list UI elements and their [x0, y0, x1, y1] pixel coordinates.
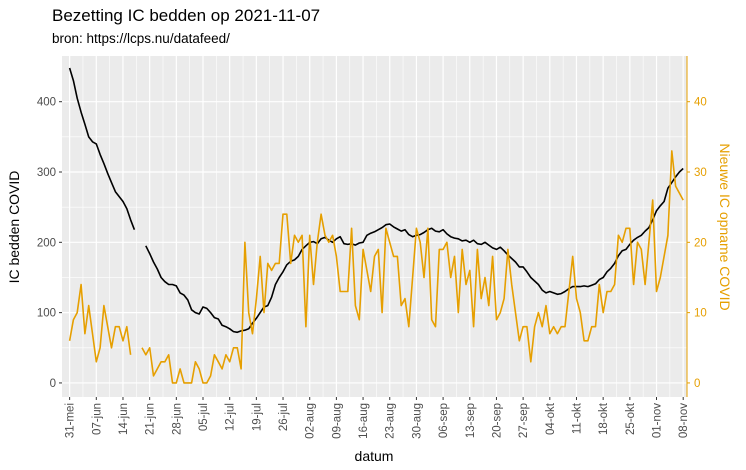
y-right-tick-label: 20: [694, 237, 707, 249]
gridlines: [62, 56, 687, 397]
x-tick-label: 28-jun: [171, 403, 183, 435]
x-tick-label: 09-aug: [331, 403, 343, 439]
y-tick-label: 200: [37, 237, 56, 249]
y-axis-label-left: IC bedden COVID: [6, 171, 22, 284]
x-tick-label: 21-jun: [145, 403, 157, 435]
x-tick-label: 04-okt: [545, 402, 557, 435]
x-axis-label: datum: [355, 448, 394, 464]
x-tick-label: 08-nov: [678, 403, 690, 438]
admissions-line: [141, 150, 684, 384]
y-right-tick-label: 40: [694, 97, 707, 109]
plot-panel: [62, 56, 687, 397]
x-tick-label: 13-sep: [465, 403, 477, 438]
x-tick-label: 18-okt: [598, 402, 610, 435]
x-tick-label: 14-jun: [118, 403, 130, 435]
occupancy-line: [68, 67, 136, 230]
x-tick-label: 19-jul: [251, 403, 263, 431]
occupancy-line: [145, 167, 684, 334]
y-tick-label: 300: [37, 167, 56, 179]
x-tick-label: 01-nov: [652, 403, 664, 438]
y-tick-label: 0: [50, 378, 56, 390]
x-tick-label: 31-mei: [65, 403, 77, 438]
data-series: [68, 67, 684, 384]
x-tick-label: 02-aug: [305, 403, 317, 439]
chart-subtitle: bron: https://lcps.nu/datafeed/: [52, 31, 230, 46]
x-tick-label: 16-aug: [358, 403, 370, 439]
x-tick-label: 11-okt: [571, 402, 583, 434]
x-tick-label: 30-aug: [411, 403, 423, 439]
y-right-tick-label: 0: [694, 378, 700, 390]
y-axis-label-right: Nieuwe IC opname COVID: [717, 143, 733, 310]
x-tick-label: 06-sep: [438, 403, 450, 438]
y-tick-label: 100: [37, 308, 56, 320]
x-tick-label: 12-jul: [225, 403, 237, 431]
x-tick-label: 23-aug: [385, 403, 397, 439]
y-right-tick-label: 10: [694, 308, 707, 320]
chart-title: Bezetting IC bedden op 2021-11-07: [52, 6, 321, 25]
admissions-line: [68, 283, 132, 363]
y-tick-label: 400: [37, 97, 56, 109]
x-tick-label: 07-jun: [91, 403, 103, 435]
axes: 0 100 200 300 400 0 10 20 30 40 31-mei 07-jun 14-jun…: [37, 56, 707, 439]
x-tick-label: 27-sep: [518, 403, 530, 438]
x-tick-label: 20-sep: [491, 403, 503, 438]
x-tick-label: 26-jul: [278, 403, 290, 431]
x-tick-label: 25-okt: [625, 402, 637, 435]
y-right-tick-label: 30: [694, 167, 707, 179]
x-tick-label: 05-jul: [198, 403, 210, 431]
